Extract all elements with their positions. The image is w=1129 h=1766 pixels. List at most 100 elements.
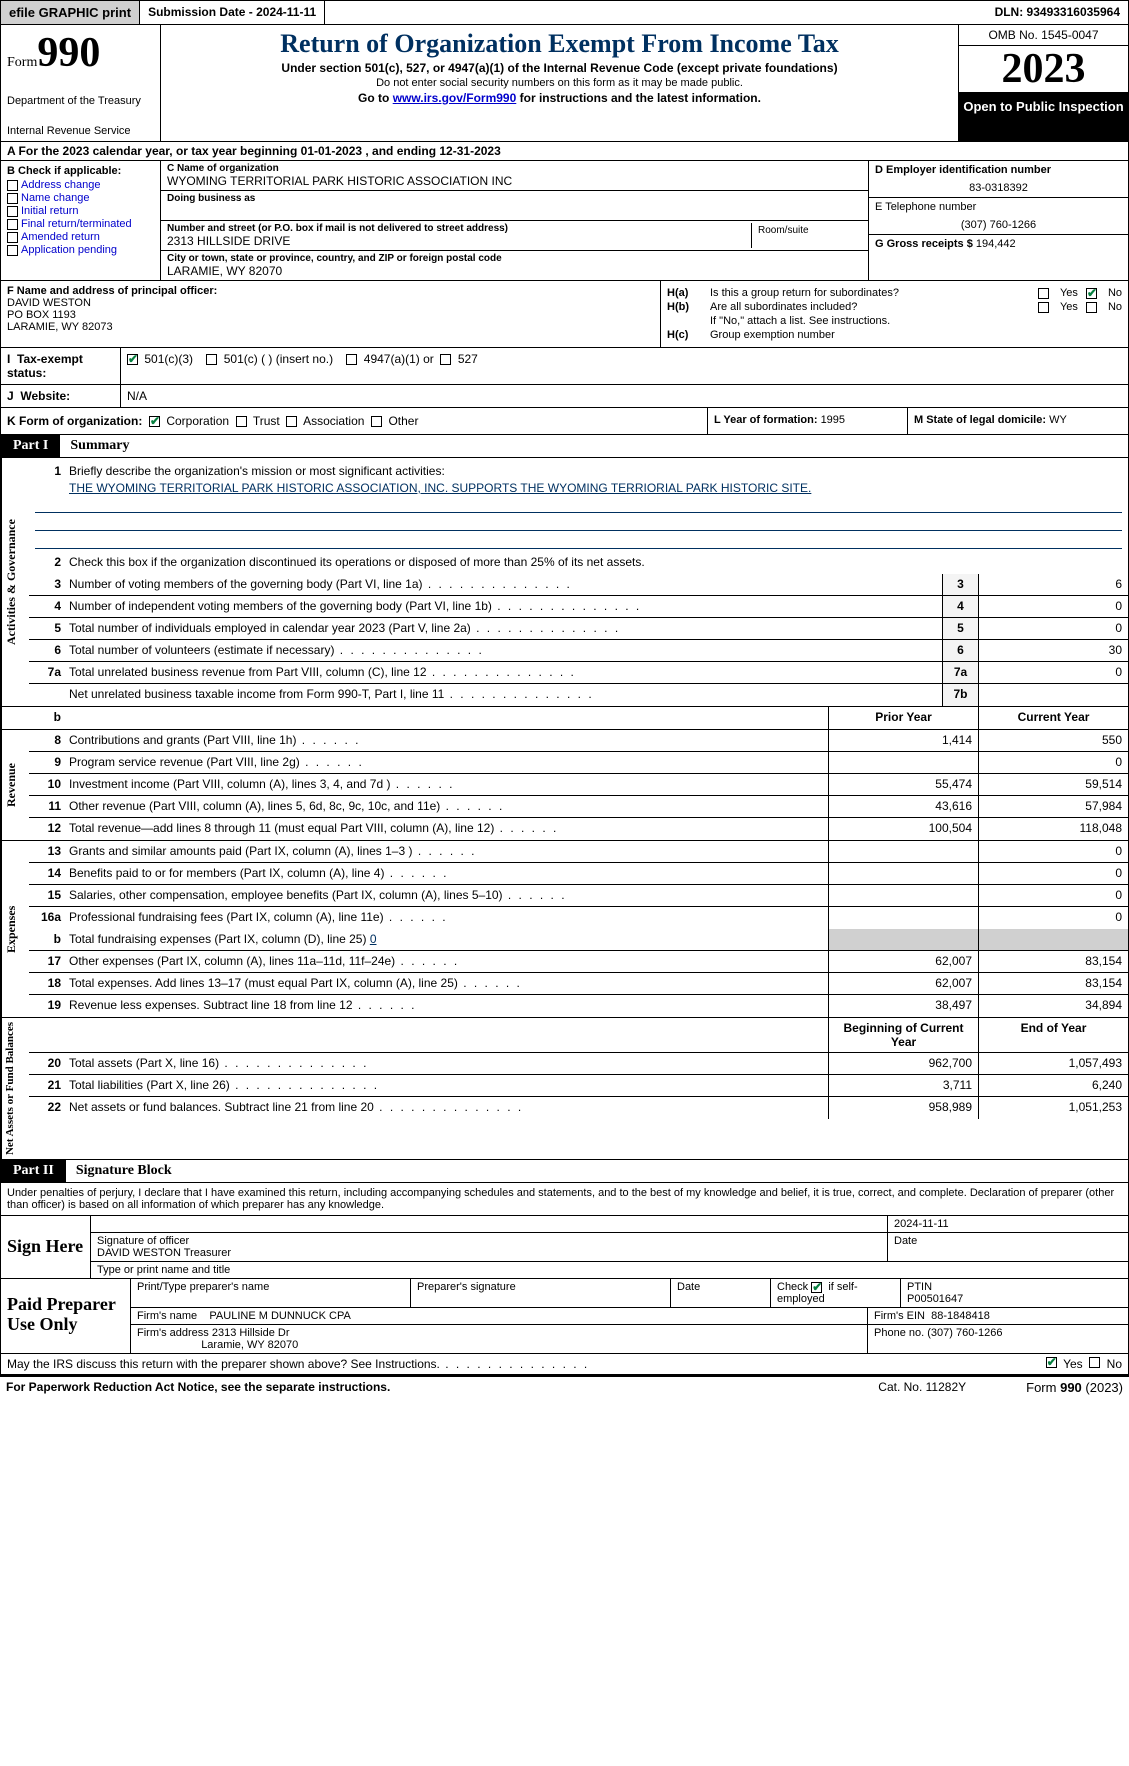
ag-line-4: 4Number of independent voting members of… <box>29 596 1128 618</box>
discuss-yes: Yes <box>1063 1357 1083 1371</box>
j-value: N/A <box>121 385 1128 407</box>
h-c-row: H(c) Group exemption number <box>667 329 1122 341</box>
na-header-row: Beginning of Current Year End of Year <box>29 1018 1128 1053</box>
h-a-row: H(a) Is this a group return for subordin… <box>667 287 1122 299</box>
net-assets-body: Beginning of Current Year End of Year 20… <box>29 1018 1128 1159</box>
i-opt-501c: 501(c) ( ) (insert no.) <box>224 352 333 366</box>
exp-line-19: 19Revenue less expenses. Subtract line 1… <box>29 995 1128 1017</box>
opt-initial-return[interactable]: Initial return <box>7 205 154 217</box>
col-b-label: b <box>29 707 65 729</box>
opt-final-return[interactable]: Final return/terminated <box>7 218 154 230</box>
f-officer-addr1: PO BOX 1193 <box>7 309 654 321</box>
line-16b: b Total fundraising expenses (Part IX, c… <box>29 929 1128 951</box>
exp-line-17: 17Other expenses (Part IX, column (A), l… <box>29 951 1128 973</box>
sign-here-block: Sign Here 2024-11-11 Signature of office… <box>0 1216 1129 1279</box>
b-label: B Check if applicable: <box>7 165 154 177</box>
prep-right: Print/Type preparer's name Preparer's si… <box>131 1279 1128 1353</box>
c-name-label: C Name of organization <box>167 163 862 174</box>
hb-yes-checkbox[interactable] <box>1038 302 1049 313</box>
ag-line-5: 5Total number of individuals employed in… <box>29 618 1128 640</box>
prep-row-1: Print/Type preparer's name Preparer's si… <box>131 1279 1128 1308</box>
block-f-h: F Name and address of principal officer:… <box>0 281 1129 348</box>
line-2: 2Check this box if the organization disc… <box>29 552 1128 574</box>
rev-line-12: 12Total revenue—add lines 8 through 11 (… <box>29 818 1128 840</box>
k-assoc-checkbox[interactable] <box>286 416 297 427</box>
c-name-box: C Name of organization WYOMING TERRITORI… <box>161 161 868 191</box>
firm-phone: (307) 760-1266 <box>927 1327 1002 1339</box>
e-label: E Telephone number <box>875 201 1122 213</box>
opt-application-pending[interactable]: Application pending <box>7 244 154 256</box>
na-line-20: 20Total assets (Part X, line 16)962,7001… <box>29 1053 1128 1075</box>
part-2-title: Signature Block <box>66 1160 1128 1182</box>
opt-address-change[interactable]: Address change <box>7 179 154 191</box>
irs-link[interactable]: www.irs.gov/Form990 <box>393 91 517 105</box>
part-2-header: Part II Signature Block <box>0 1160 1129 1183</box>
i-4947-checkbox[interactable] <box>346 354 357 365</box>
c-city-label: City or town, state or province, country… <box>167 253 862 264</box>
hb-note-text: If "No," attach a list. See instructions… <box>710 315 890 327</box>
g-label: G Gross receipts $ <box>875 238 976 250</box>
k-assoc: Association <box>303 414 364 428</box>
row-k-l-m: K Form of organization: Corporation Trus… <box>0 408 1129 435</box>
k-trust-checkbox[interactable] <box>236 416 247 427</box>
dept-treasury: Department of the Treasury <box>7 95 154 107</box>
h-b-row: H(b) Are all subordinates included? Yes … <box>667 301 1122 313</box>
form-subtitle-1: Under section 501(c), 527, or 4947(a)(1)… <box>169 61 950 75</box>
paid-preparer-label: Paid Preparer Use Only <box>1 1279 131 1353</box>
omb-number: OMB No. 1545-0047 <box>959 25 1128 46</box>
exp-line-16a: 16aProfessional fundraising fees (Part I… <box>29 907 1128 929</box>
exp-line-13: 13Grants and similar amounts paid (Part … <box>29 841 1128 863</box>
paid-preparer-block: Paid Preparer Use Only Print/Type prepar… <box>0 1279 1129 1354</box>
section-net-assets: Net Assets or Fund Balances Beginning of… <box>0 1018 1129 1160</box>
row-a-tax-year: A For the 2023 calendar year, or tax yea… <box>0 142 1129 161</box>
hb-no-checkbox[interactable] <box>1086 302 1097 313</box>
ha-no-checkbox[interactable] <box>1086 288 1097 299</box>
side-blank <box>1 707 29 729</box>
d-value: 83-0318392 <box>875 182 1122 194</box>
goto-suffix: for instructions and the latest informat… <box>516 91 761 105</box>
f-officer-addr2: LARAMIE, WY 82073 <box>7 321 654 333</box>
i-501c-checkbox[interactable] <box>206 354 217 365</box>
firm-addr2: Laramie, WY 82070 <box>201 1339 298 1351</box>
part-2-tag: Part II <box>1 1160 66 1182</box>
ha-no: No <box>1108 287 1122 299</box>
discuss-no-checkbox[interactable] <box>1089 1357 1100 1368</box>
i-527-checkbox[interactable] <box>440 354 451 365</box>
form-subtitle-2: Do not enter social security numbers on … <box>169 77 950 89</box>
efile-print-button[interactable]: efile GRAPHIC print <box>1 1 140 24</box>
top-toolbar: efile GRAPHIC print Submission Date - 20… <box>0 0 1129 25</box>
opt-amended-return[interactable]: Amended return <box>7 231 154 243</box>
k-corp-checkbox[interactable] <box>149 416 160 427</box>
line-1-mission: 1Briefly describe the organization's mis… <box>29 458 1128 552</box>
perjury-declaration: Under penalties of perjury, I declare th… <box>0 1183 1129 1216</box>
tax-year: 2023 <box>959 46 1128 93</box>
k-other-checkbox[interactable] <box>371 416 382 427</box>
self-employed-checkbox[interactable] <box>811 1282 822 1293</box>
i-501c3-checkbox[interactable] <box>127 354 138 365</box>
ag-line-7b: Net unrelated business taxable income fr… <box>29 684 1128 706</box>
na-line-22: 22Net assets or fund balances. Subtract … <box>29 1097 1128 1119</box>
i-opt-527: 527 <box>458 352 478 366</box>
opt-name-change[interactable]: Name change <box>7 192 154 204</box>
k-other: Other <box>388 414 418 428</box>
hb-text: Are all subordinates included? <box>710 301 1030 313</box>
discuss-yes-checkbox[interactable] <box>1046 1357 1057 1368</box>
header-right: OMB No. 1545-0047 2023 Open to Public In… <box>958 25 1128 141</box>
f-label: F Name and address of principal officer: <box>7 285 654 297</box>
page-footer: For Paperwork Reduction Act Notice, see … <box>0 1375 1129 1398</box>
hc-text: Group exemption number <box>710 329 835 341</box>
c-dba-label: Doing business as <box>167 193 862 204</box>
ha-text: Is this a group return for subordinates? <box>710 287 1030 299</box>
mission-text: THE WYOMING TERRITORIAL PARK HISTORIC AS… <box>69 481 811 495</box>
footer-paperwork: For Paperwork Reduction Act Notice, see … <box>6 1380 878 1395</box>
na-line-21: 21Total liabilities (Part X, line 26)3,7… <box>29 1075 1128 1097</box>
form-number: Form990 <box>7 29 154 77</box>
form-label: Form <box>7 55 37 70</box>
row-j: J Website: N/A <box>0 385 1129 408</box>
c-address-left: Number and street (or P.O. box if mail i… <box>167 223 752 248</box>
rev-line-9: 9Program service revenue (Part VIII, lin… <box>29 752 1128 774</box>
footer-catno: Cat. No. 11282Y <box>878 1380 966 1395</box>
row-i: I Tax-exempt status: 501(c)(3) 501(c) ( … <box>0 348 1129 385</box>
ha-yes-checkbox[interactable] <box>1038 288 1049 299</box>
h-b-note: If "No," attach a list. See instructions… <box>667 315 1122 327</box>
